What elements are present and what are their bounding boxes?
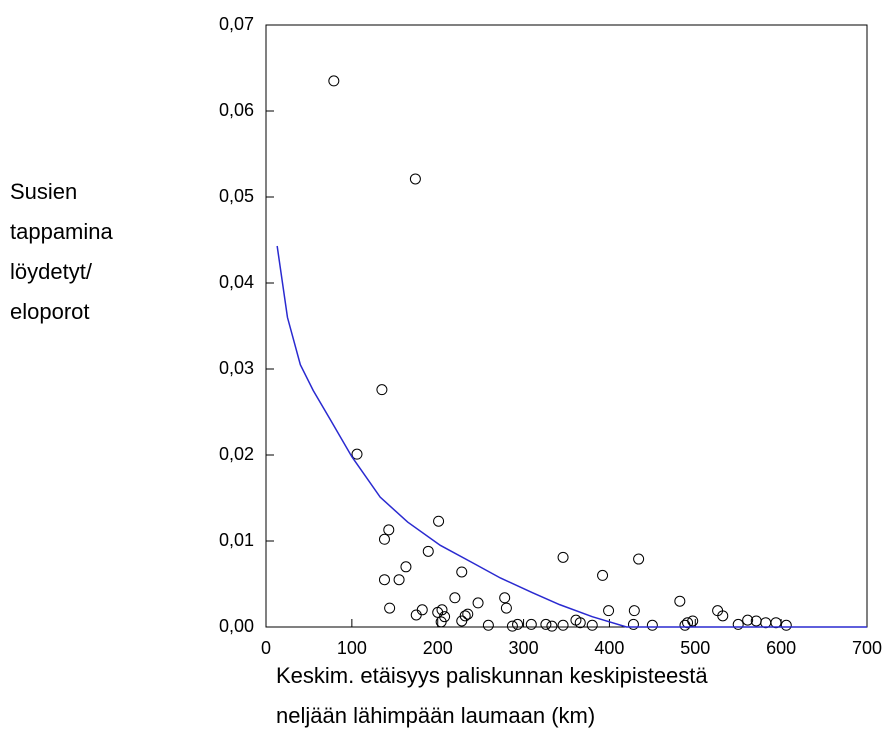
scatter-point	[586, 619, 598, 631]
y-tick-label: 0,06	[219, 100, 254, 120]
scatter-point	[557, 551, 569, 563]
scatter-point	[627, 618, 639, 630]
x-tick-label: 200	[423, 638, 453, 658]
scatter-point	[384, 602, 396, 614]
scatter-point	[646, 619, 658, 631]
y-tick-label: 0,07	[219, 14, 254, 34]
scatter-point	[506, 620, 518, 632]
y-axis-label: Susien	[10, 179, 77, 204]
scatter-point	[482, 619, 494, 631]
y-tick-label: 0,03	[219, 358, 254, 378]
scatter-point	[472, 597, 484, 609]
y-tick-label: 0,04	[219, 272, 254, 292]
y-axis-label: eloporot	[10, 299, 90, 324]
scatter-point	[500, 602, 512, 614]
scatter-point	[499, 592, 511, 604]
scatter-point	[540, 618, 552, 630]
y-axis-label: tappamina	[10, 219, 114, 244]
scatter-point	[732, 618, 744, 630]
scatter-point	[633, 553, 645, 565]
y-axis-label: löydetyt/	[10, 259, 93, 284]
scatter-point	[435, 616, 447, 628]
scatter-point	[717, 610, 729, 622]
x-tick-label: 600	[766, 638, 796, 658]
scatter-point	[376, 384, 388, 396]
scatter-point	[378, 574, 390, 586]
scatter-point	[679, 619, 691, 631]
scatter-point	[557, 619, 569, 631]
scatter-point	[674, 595, 686, 607]
y-tick-label: 0,01	[219, 530, 254, 550]
x-tick-label: 700	[852, 638, 882, 658]
scatter-point	[351, 448, 363, 460]
x-tick-label: 300	[509, 638, 539, 658]
y-tick-label: 0,05	[219, 186, 254, 206]
scatter-point	[378, 533, 390, 545]
scatter-point	[328, 75, 340, 87]
x-axis-label: neljään lähimpään laumaan (km)	[276, 703, 595, 728]
scatter-point	[760, 617, 772, 629]
scatter-point	[383, 524, 395, 536]
y-tick-label: 0,00	[219, 616, 254, 636]
scatter-point	[433, 515, 445, 527]
scatter-point	[456, 615, 468, 627]
scatter-point	[436, 604, 448, 616]
scatter-point	[409, 173, 421, 185]
scatter-point	[546, 620, 558, 632]
scatter-point	[742, 614, 754, 626]
x-tick-label: 0	[261, 638, 271, 658]
scatter-point	[687, 615, 699, 627]
x-axis-label: Keskim. etäisyys paliskunnan keskipistee…	[276, 663, 708, 688]
scatter-point	[597, 569, 609, 581]
fit-line	[276, 245, 867, 628]
scatter-point	[628, 605, 640, 617]
scatter-point	[603, 605, 615, 617]
scatter-point	[416, 604, 428, 616]
plot-frame	[265, 24, 868, 628]
scatter-point	[462, 608, 474, 620]
scatter-point	[780, 619, 792, 631]
scatter-point	[525, 618, 537, 630]
y-tick-label: 0,02	[219, 444, 254, 464]
scatter-point	[410, 609, 422, 621]
x-tick-label: 500	[680, 638, 710, 658]
x-tick-label: 100	[337, 638, 367, 658]
scatter-point	[770, 617, 782, 629]
scatter-point	[512, 618, 524, 630]
scatter-point	[400, 561, 412, 573]
scatter-point	[456, 566, 468, 578]
scatter-point	[449, 592, 461, 604]
x-tick-label: 400	[594, 638, 624, 658]
scatter-point	[393, 574, 405, 586]
scatter-point	[422, 545, 434, 557]
scatter-point	[574, 617, 586, 629]
